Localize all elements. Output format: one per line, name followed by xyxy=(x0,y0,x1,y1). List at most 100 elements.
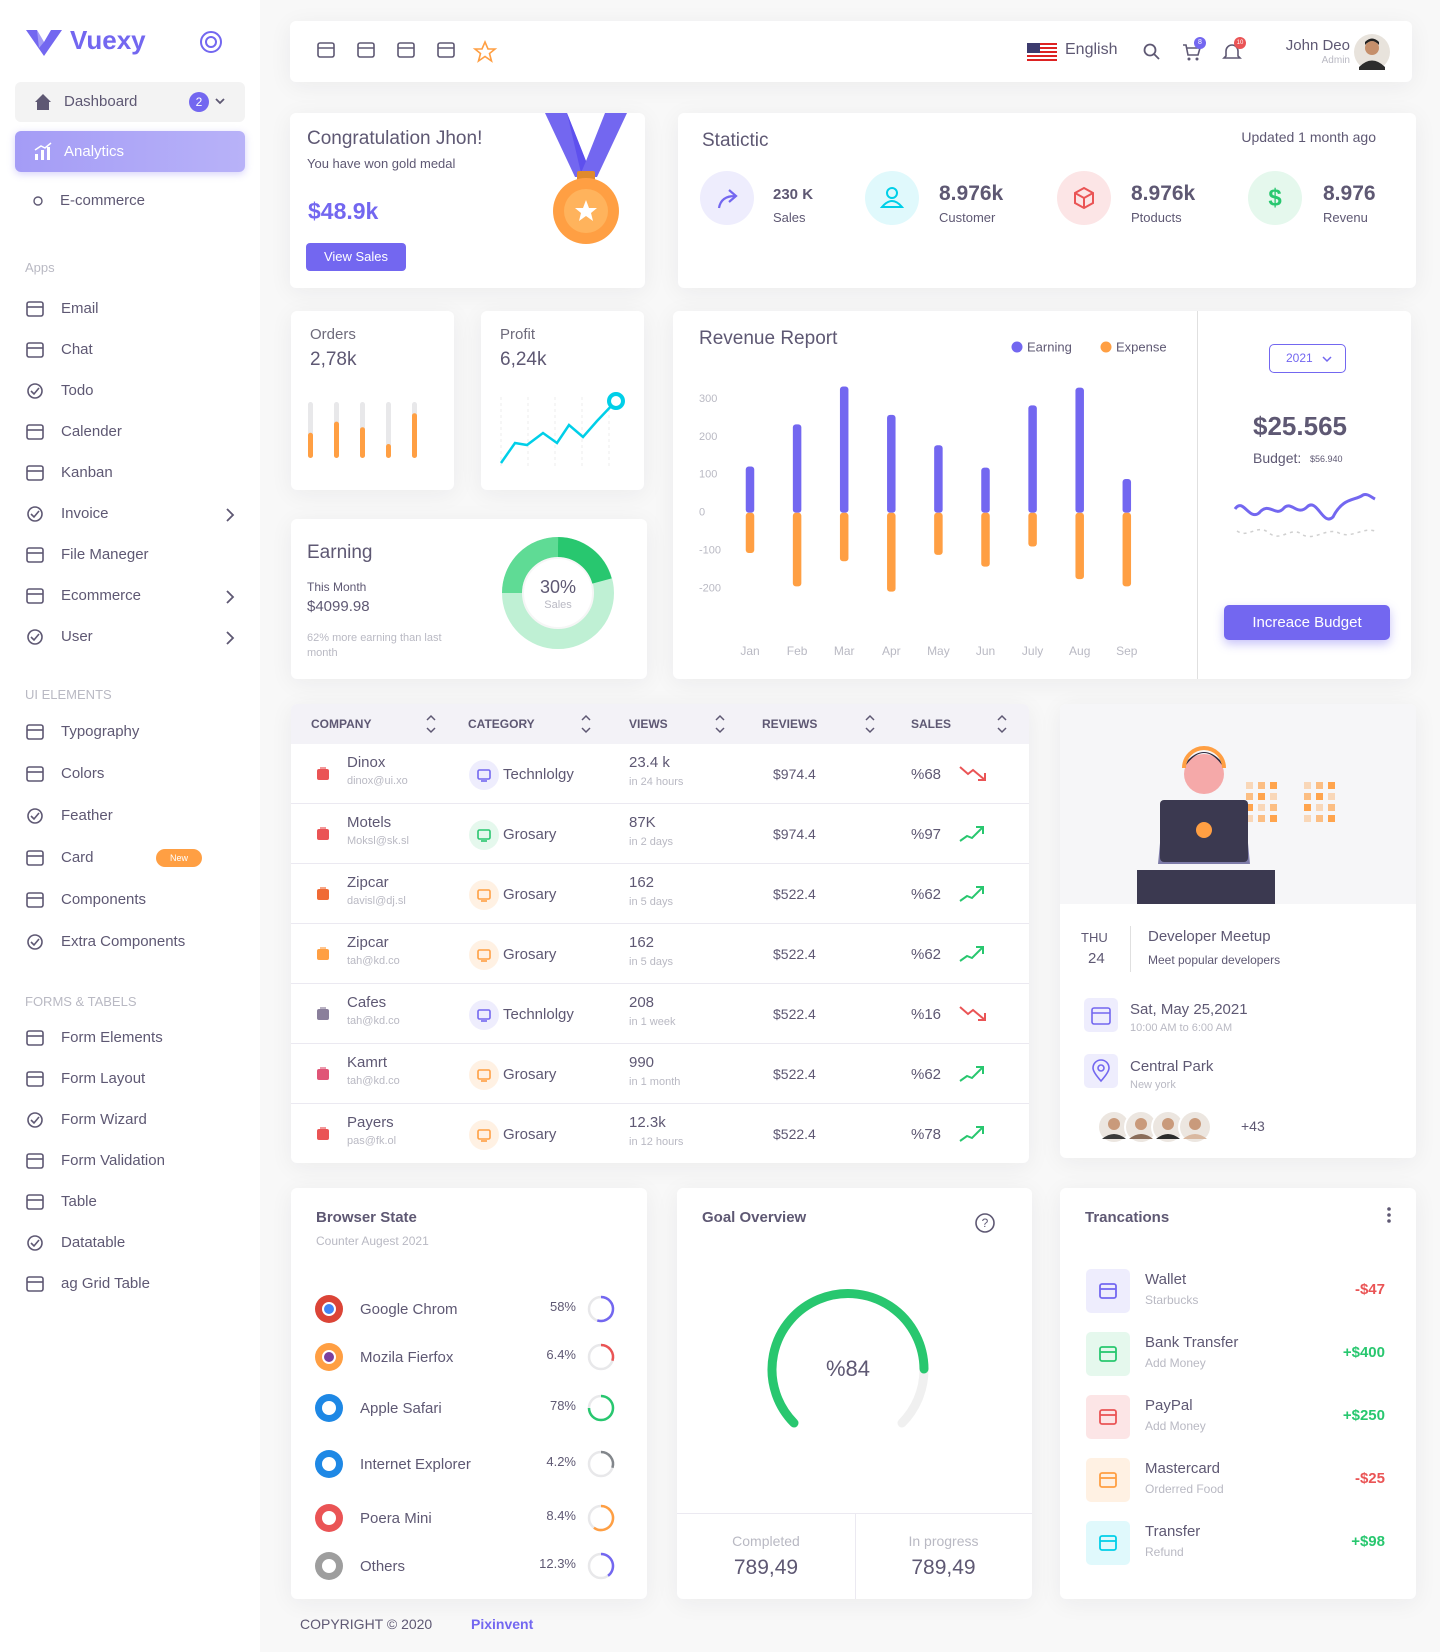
menu-label: Components xyxy=(61,891,147,908)
reviews-value: $522.4 xyxy=(773,946,816,962)
year-select[interactable]: 2021 xyxy=(1269,344,1346,373)
top-bar: English 8 10 John Deo Admin xyxy=(290,21,1412,82)
icon-part xyxy=(1258,815,1265,822)
budget-amount: $25.565 xyxy=(1253,411,1347,441)
menu-icon xyxy=(27,1235,43,1251)
chevron xyxy=(226,590,235,604)
icon-part xyxy=(567,113,586,173)
icon-part xyxy=(1027,43,1040,53)
statistic-title: Statictic xyxy=(702,130,769,151)
sort-icon[interactable] xyxy=(865,714,875,734)
icon-part xyxy=(30,938,40,947)
transaction-amount: -$25 xyxy=(1354,1470,1385,1487)
section-title: FORMS & TABELS xyxy=(25,994,137,1009)
transactions-card: Trancations Wallet Starbucks -$47 Bank Trans… xyxy=(1060,1188,1416,1599)
menu-item[interactable]: Form Layout xyxy=(15,1065,245,1093)
more-menu[interactable] xyxy=(1386,1206,1392,1224)
menu-icon xyxy=(26,547,44,563)
sort-icon[interactable] xyxy=(581,714,591,734)
shortcut-icon[interactable] xyxy=(356,40,378,62)
menu-item[interactable]: Table xyxy=(15,1188,245,1216)
icon-part xyxy=(1387,1213,1391,1217)
statistic-label: Ptoducts xyxy=(1131,210,1182,225)
menu-item[interactable]: Todo xyxy=(15,377,245,405)
menu-item[interactable]: Form Elements xyxy=(15,1024,245,1052)
menu-item[interactable]: Extra Components xyxy=(15,928,245,956)
menu-item[interactable]: Datatable xyxy=(15,1229,245,1257)
company-icon xyxy=(317,767,329,780)
sort-icon[interactable] xyxy=(426,714,436,734)
icon-part xyxy=(1108,1118,1120,1130)
revenue-title: Revenue Report xyxy=(699,328,838,349)
menu-item[interactable]: Calender xyxy=(15,418,245,446)
trend-arrow xyxy=(959,1066,984,1082)
menu-item[interactable]: Form Validation xyxy=(15,1147,245,1175)
footer-company[interactable]: Pixinvent xyxy=(471,1616,534,1632)
menu-item[interactable]: File Maneger xyxy=(15,541,245,569)
icon-part xyxy=(1258,793,1265,800)
browser-ring xyxy=(587,1504,615,1532)
icon-part xyxy=(226,631,235,645)
views-value: 990 xyxy=(629,1054,655,1071)
icon-part xyxy=(1365,41,1379,55)
menu-icon xyxy=(27,934,43,950)
icon-part xyxy=(27,1112,43,1128)
table-row: Zipcar davisl@dj.sl Grosary 162 in 5 days $52… xyxy=(291,864,1029,924)
icon-part xyxy=(30,1239,40,1248)
chevron xyxy=(226,631,235,645)
menu-item[interactable]: Email xyxy=(15,295,245,323)
icon-part xyxy=(1316,793,1323,800)
icon-part xyxy=(317,829,329,840)
browser-icon xyxy=(315,1450,343,1478)
shortcut-icon[interactable] xyxy=(316,40,338,62)
browser-percent: 6.4% xyxy=(546,1347,576,1362)
statistic-label: Revenu xyxy=(1323,210,1368,225)
bar xyxy=(1028,405,1037,513)
shortcut-icon[interactable] xyxy=(436,40,458,62)
sidebar: Vuexy Dashboard 2 Analytics E-commerce Apps Em… xyxy=(0,0,260,1652)
menu-item[interactable]: Typography xyxy=(15,718,245,746)
menu-item[interactable]: Card New xyxy=(15,844,245,872)
menu-item[interactable]: Chat xyxy=(15,336,245,364)
copyright: COPYRIGHT © 2020 xyxy=(300,1616,433,1632)
sort-icon[interactable] xyxy=(997,714,1007,734)
divider xyxy=(1197,311,1198,679)
icon-part xyxy=(477,1069,491,1080)
menu-item[interactable]: ag Grid Table xyxy=(15,1270,245,1298)
column-header: REVIEWS xyxy=(762,717,818,731)
icon-part xyxy=(581,714,591,734)
menu-item[interactable]: Invoice xyxy=(15,500,245,528)
menu-label: Card xyxy=(61,849,94,866)
menu-label: Kanban xyxy=(61,464,113,481)
menu-item[interactable]: User xyxy=(15,623,245,651)
legend-swatch xyxy=(1011,341,1023,353)
icon-part xyxy=(1246,804,1253,811)
meetup-title: Developer Meetup xyxy=(1148,928,1271,945)
nav-item[interactable]: E-commerce xyxy=(15,188,245,214)
category-icon xyxy=(469,1120,499,1150)
icon-part xyxy=(717,189,738,209)
menu-item[interactable]: Form Wizard xyxy=(15,1106,245,1134)
icon-part xyxy=(1304,815,1311,822)
shortcut-icon[interactable] xyxy=(396,40,418,62)
menu-item[interactable]: Colors xyxy=(15,760,245,788)
menu-item[interactable]: Kanban xyxy=(15,459,245,487)
menu-label: User xyxy=(61,628,93,645)
icon-part xyxy=(26,342,44,358)
menu-item[interactable]: Ecommerce xyxy=(15,582,245,610)
icon-part xyxy=(26,1071,44,1087)
medal xyxy=(545,113,627,244)
sort-icon[interactable] xyxy=(715,714,725,734)
icon-part xyxy=(472,39,498,63)
increase-budget-button[interactable]: Increace Budget xyxy=(1224,605,1390,640)
menu-icon xyxy=(27,506,43,522)
nav-item[interactable]: Dashboard 2 xyxy=(15,82,245,122)
nav-item-active[interactable]: Analytics xyxy=(15,131,245,172)
icon-part xyxy=(1187,57,1191,61)
view-sales-button[interactable]: View Sales xyxy=(306,243,406,271)
menu-item[interactable]: Components xyxy=(15,886,245,914)
menu-item[interactable]: Feather xyxy=(15,802,245,830)
menu-label: Colors xyxy=(61,765,105,782)
icon-part xyxy=(26,1153,44,1169)
congrats-subtitle: You have won gold medal xyxy=(307,156,456,171)
